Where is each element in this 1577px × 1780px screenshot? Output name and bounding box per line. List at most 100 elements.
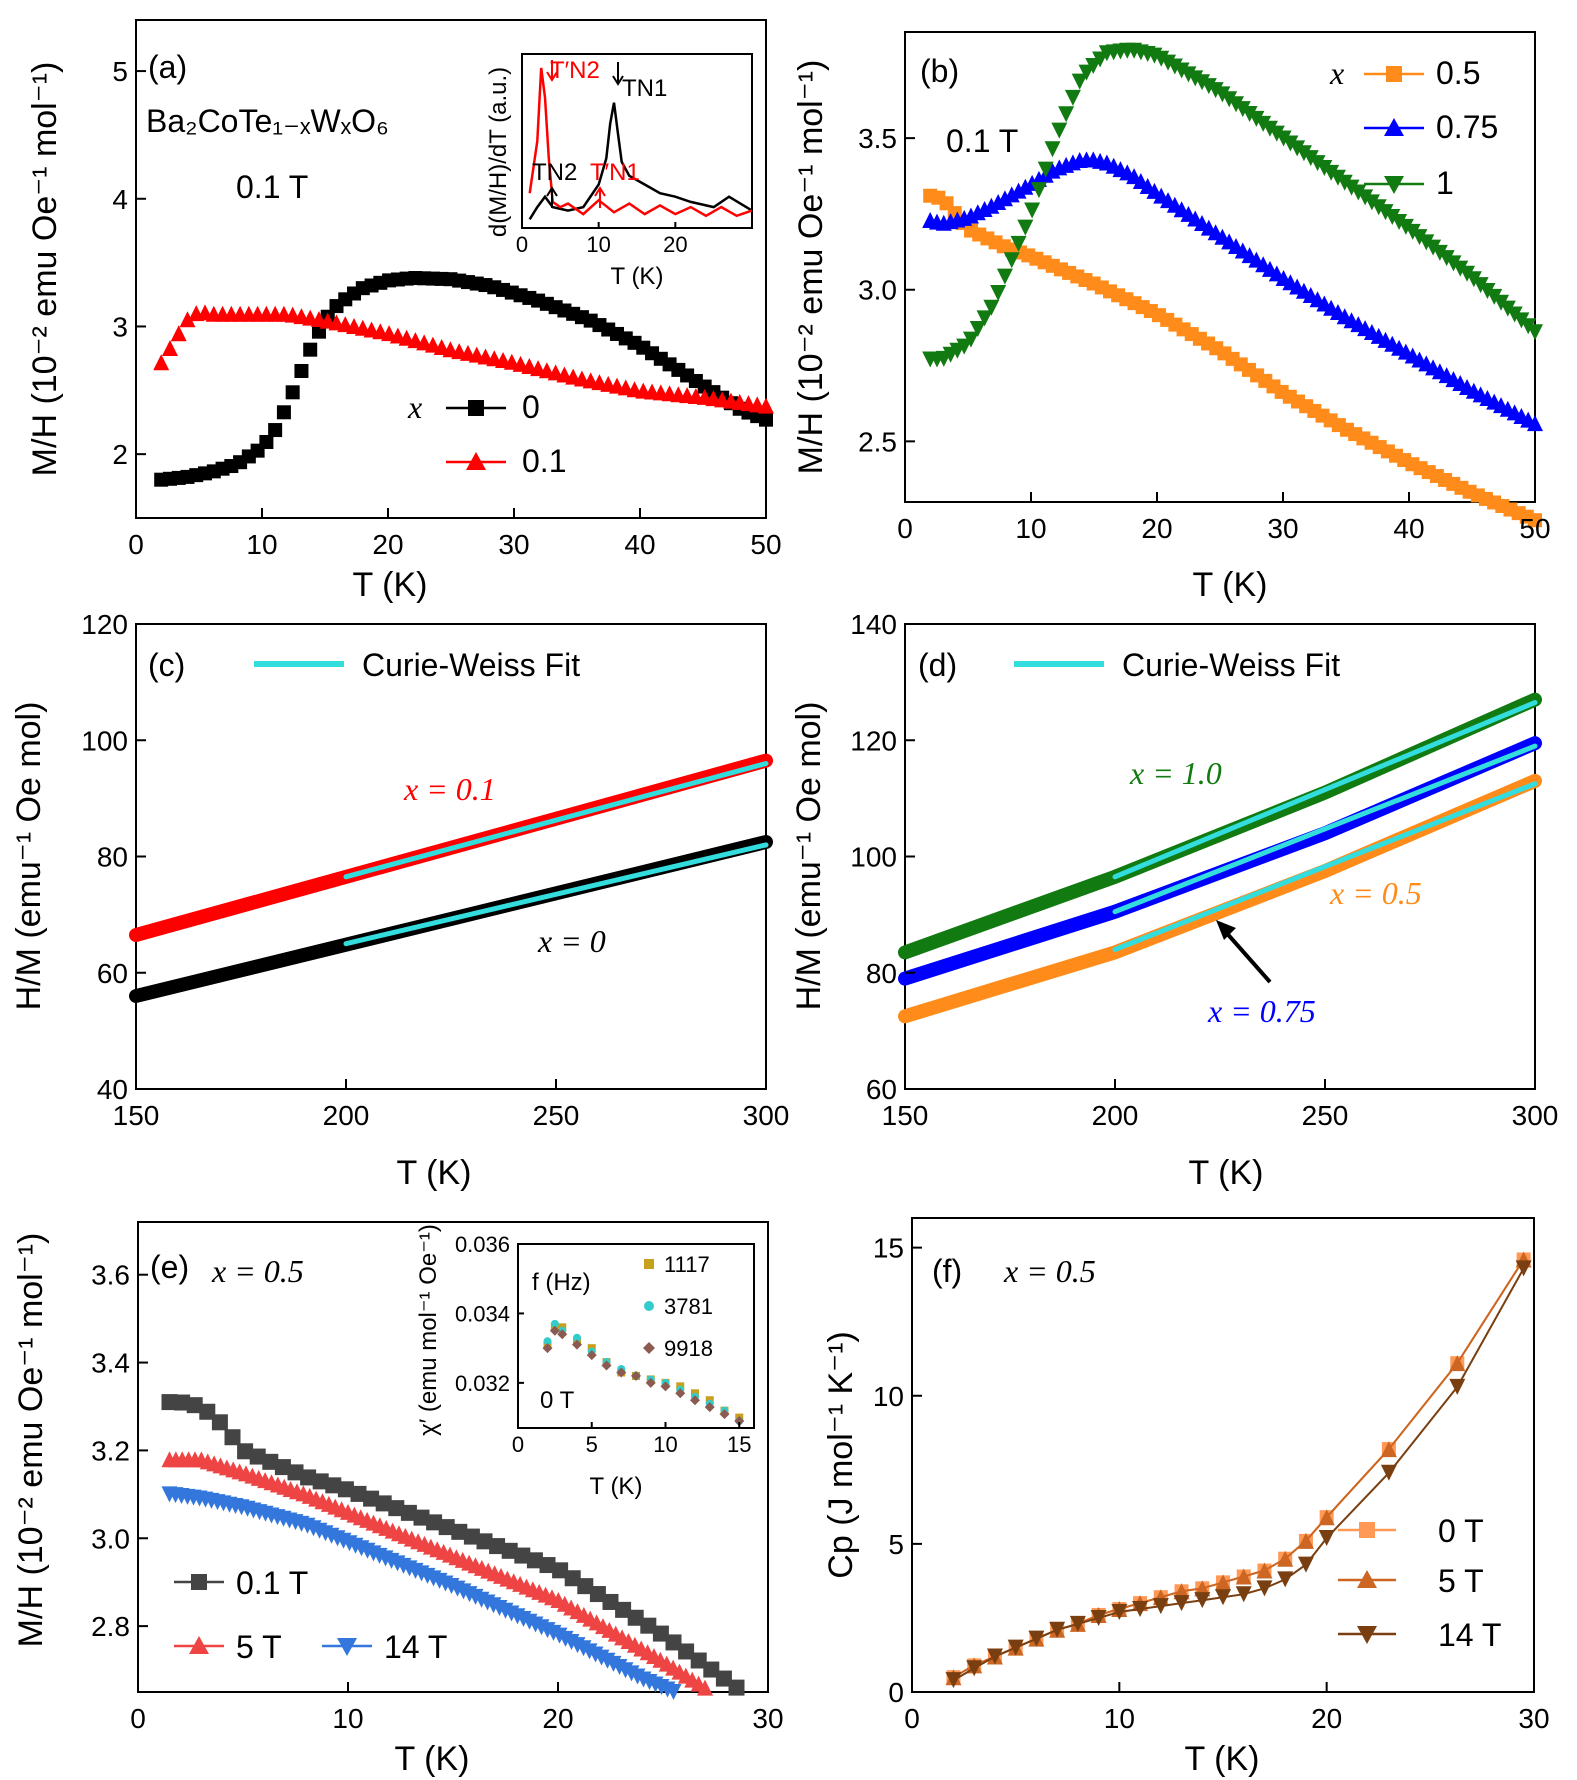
series-label-c-x0: x = 0 — [537, 923, 606, 959]
legend-label-f-0: 0 T — [1438, 1513, 1484, 1549]
plot-frame-a — [135, 19, 767, 519]
point-f-2-13 — [1215, 1589, 1231, 1606]
point-e-0-9 — [274, 1459, 291, 1476]
point-b-2-77 — [1445, 255, 1462, 272]
inset-point-e-2-2 — [557, 1329, 568, 1340]
point-b-2-56 — [1302, 150, 1319, 167]
legend-label-f-1: 5 T — [1438, 1563, 1484, 1599]
point-e-0-15 — [350, 1485, 367, 1502]
xtick-label-a-5: 50 — [750, 529, 781, 560]
point-b-2-14 — [1017, 219, 1034, 236]
point-a-1-3 — [179, 311, 196, 328]
point-e-0-26 — [489, 1538, 506, 1555]
xtick-label-ei-3: 15 — [727, 1432, 751, 1457]
point-b-2-13 — [1010, 235, 1027, 252]
arrow-d-x075 — [1222, 928, 1272, 984]
ytick-label-e-4: 3.6 — [91, 1260, 130, 1291]
xtick-label-b-3: 30 — [1267, 513, 1298, 544]
point-f-2-4 — [1028, 1630, 1045, 1647]
series-group-c — [129, 753, 773, 1003]
series-group-f — [945, 1251, 1532, 1689]
legend-label-b-0: 0.5 — [1436, 55, 1480, 91]
inset-ylabel-a: d(M/H)/dT (a.u.) — [485, 67, 512, 237]
panel-label-c: (c) — [148, 647, 185, 683]
ytick-label-ei-2: 0.036 — [455, 1232, 510, 1257]
legend-label-e-1: 5 T — [236, 1629, 282, 1665]
legend-label-e-2: 14 T — [384, 1629, 447, 1665]
point-b-2-17 — [1037, 161, 1054, 178]
tick-group-f: 0 10 20 30 0 5 10 15 — [873, 1233, 1550, 1734]
point-e-0-34 — [589, 1586, 606, 1603]
curve-c-2 — [343, 761, 769, 880]
point-f-2-14 — [1235, 1586, 1252, 1603]
point-b-2-76 — [1438, 250, 1455, 267]
point-b-2-65 — [1363, 194, 1380, 211]
legend-marker-b-0 — [1386, 66, 1402, 82]
xlabel-c: T (K) — [397, 1154, 472, 1192]
tick-group-d: 150 200 250 300 60 80 100 120 140 — [850, 609, 1558, 1131]
ytick-label-f-0: 0 — [888, 1677, 904, 1708]
inset-point-e-2-1 — [549, 1325, 560, 1336]
inset-point-e-2-9 — [660, 1381, 671, 1392]
xtick-label-a-1: 10 — [246, 529, 277, 560]
xtick-label-f-1: 10 — [1104, 1703, 1135, 1734]
point-b-2-61 — [1336, 174, 1353, 191]
point-e-1-84 — [697, 1679, 713, 1696]
point-b-2-67 — [1377, 204, 1394, 221]
ytick-label-d-0: 60 — [866, 1074, 897, 1105]
inset-frame-a — [521, 53, 753, 229]
point-b-2-22 — [1071, 73, 1088, 90]
point-e-0-18 — [388, 1500, 405, 1517]
legend-marker-a-0 — [468, 400, 484, 416]
series-group-b — [922, 42, 1543, 528]
legend-label-d: Curie-Weiss Fit — [1122, 647, 1340, 683]
xtick-label-f-0: 0 — [904, 1703, 920, 1734]
series-group-a — [153, 271, 774, 487]
point-a-0-14 — [276, 405, 291, 420]
legend-marker-f-0 — [1359, 1522, 1375, 1538]
arrow-tn1 — [612, 62, 624, 86]
point-e-0-7 — [249, 1448, 266, 1465]
point-f-2-3 — [1007, 1639, 1024, 1656]
xtick-label-ei-0: 0 — [512, 1432, 524, 1457]
point-e-0-28 — [514, 1547, 531, 1564]
point-f-2-9 — [1132, 1601, 1149, 1618]
point-b-2-48 — [1248, 110, 1265, 127]
point-e-0-4 — [211, 1414, 228, 1431]
ytick-label-c-2: 80 — [97, 842, 128, 873]
annotation-tn1-prime: T′N1 — [590, 159, 640, 186]
xtick-label-ei-1: 5 — [586, 1432, 598, 1457]
curve-c-3 — [343, 842, 769, 947]
xtick-label-ai-0: 0 — [516, 232, 528, 257]
inset-point-e-2-3 — [572, 1339, 582, 1350]
curve-f-0 — [953, 1258, 1525, 1679]
point-f-1-17 — [1297, 1532, 1314, 1549]
xlabel-d: T (K) — [1189, 1154, 1264, 1192]
point-b-2-75 — [1431, 244, 1448, 261]
inset-point-e-2-0 — [542, 1343, 553, 1354]
xtick-label-c-3: 300 — [743, 1100, 790, 1131]
xtick-label-d-3: 300 — [1512, 1100, 1559, 1131]
field-label-a: 0.1 T — [236, 169, 308, 205]
ytick-label-a-0: 2 — [112, 439, 128, 470]
ytick-label-f-3: 15 — [873, 1233, 904, 1264]
point-a-0-12 — [259, 434, 274, 449]
point-b-2-42 — [1207, 82, 1224, 99]
xtick-label-f-2: 20 — [1311, 1703, 1342, 1734]
point-f-1-19 — [1380, 1441, 1397, 1458]
curve-f-1 — [953, 1258, 1525, 1679]
inset-curve-a-1 — [528, 67, 753, 218]
inset-point-e-2-5 — [601, 1360, 612, 1371]
point-e-0-14 — [337, 1481, 354, 1498]
point-b-2-74 — [1425, 239, 1442, 256]
inset-a: 0 10 20 T (K) d(M/H)/dT (a.u.) T′N2 TN1 TN… — [485, 53, 753, 290]
inset-frame-e — [517, 1243, 755, 1429]
xtick-label-a-0: 0 — [128, 529, 144, 560]
ytick-label-c-3: 100 — [81, 725, 128, 756]
point-b-2-49 — [1255, 115, 1272, 132]
inset-legend-marker-0 — [644, 1259, 654, 1269]
point-b-1-89 — [1527, 415, 1543, 432]
point-e-0-32 — [564, 1570, 581, 1587]
field-label-b: 0.1 T — [946, 123, 1018, 159]
inset-point-e-1-1 — [550, 1319, 559, 1328]
